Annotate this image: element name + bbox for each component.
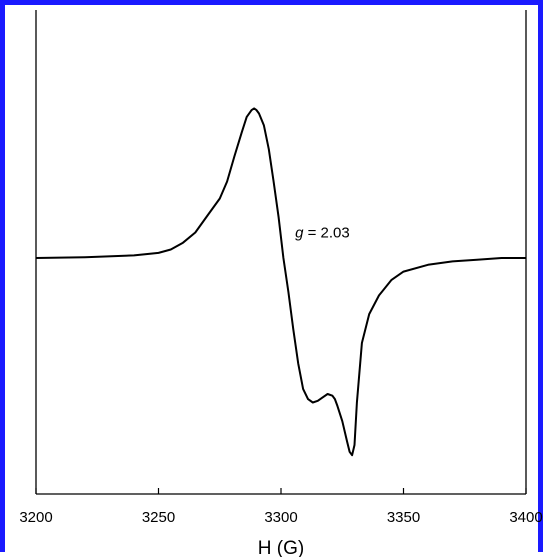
x-axis-title: H (G) [258,538,304,557]
g-value-text: = 2.03 [303,225,349,242]
x-tick-label-3350: 3350 [387,509,420,526]
epr-spectrum-chart: 3200 3250 3300 3350 3400 g = 2.03 H (G) [19,10,543,557]
g-value-annotation: g = 2.03 [295,225,350,242]
x-tick-label-3200: 3200 [19,509,52,526]
x-tick-label-3300: 3300 [264,509,297,526]
g-symbol: g [295,225,304,242]
x-tick-label-3250: 3250 [142,509,175,526]
x-axis-ticks: 3200 3250 3300 3350 3400 [19,488,543,526]
x-tick-label-3400: 3400 [509,509,542,526]
spectrum-line [35,107,526,457]
